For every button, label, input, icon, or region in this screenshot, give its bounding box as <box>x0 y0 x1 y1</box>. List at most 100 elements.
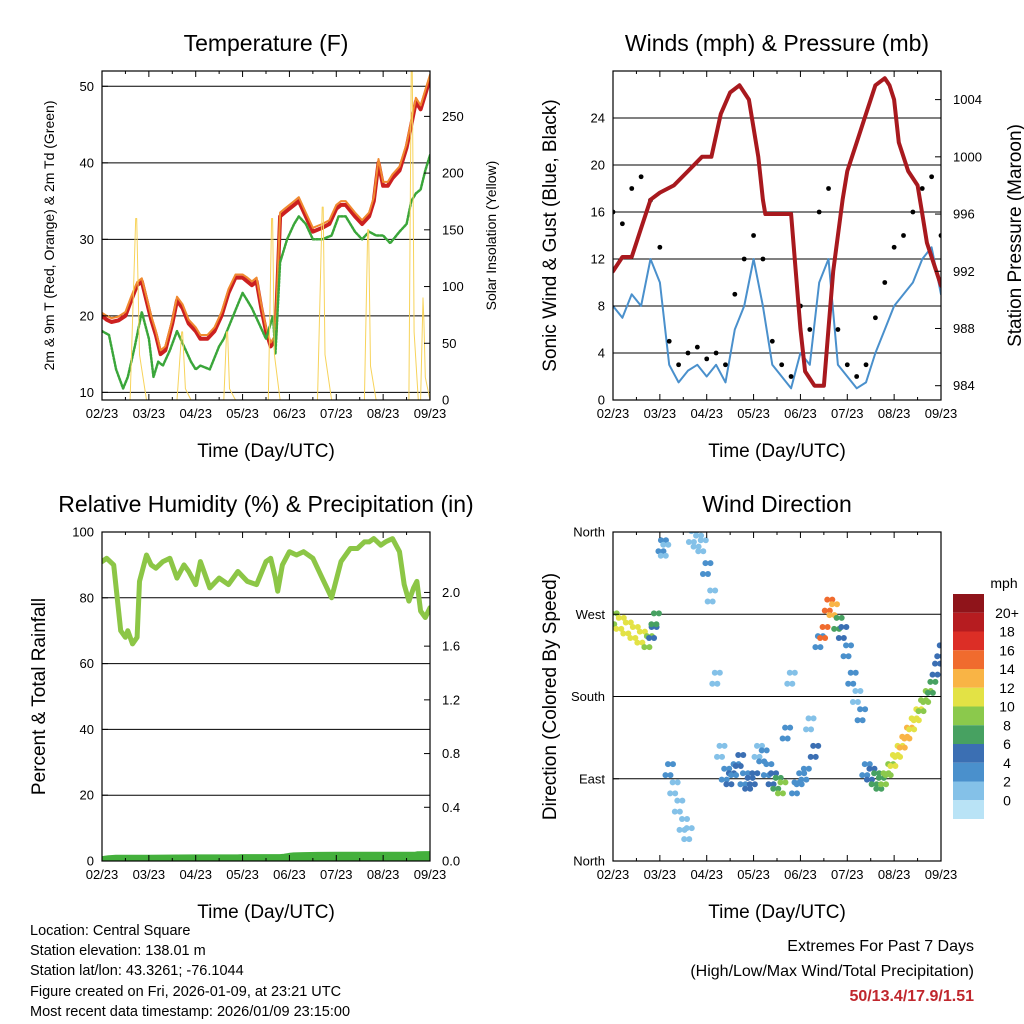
direction-point <box>789 680 796 687</box>
direction-point <box>812 753 819 760</box>
x-axis-label: Time (Day/UTC) <box>197 902 335 923</box>
direction-point <box>812 644 819 651</box>
y-axis-label: 2m & 9m T (Red, Orange) & 2m Td (Green) <box>41 101 57 371</box>
direction-point <box>901 744 908 751</box>
direction-point <box>627 635 634 642</box>
series-gust-point <box>694 344 700 350</box>
series-2m-td-line <box>102 153 430 390</box>
colorbar: mph 20+ 18 16 14 12 10 8 6 4 2 0 <box>953 575 1019 819</box>
y-right-tick-label: 200 <box>442 166 464 181</box>
direction-point <box>702 537 709 544</box>
x-tick-label: 04/23 <box>179 867 212 882</box>
direction-point <box>759 742 766 749</box>
plot-frame <box>612 70 942 401</box>
direction-point <box>615 614 622 621</box>
direction-point <box>679 797 686 804</box>
direction-point <box>826 612 833 619</box>
direction-point <box>817 644 824 651</box>
direction-point <box>746 781 753 788</box>
y-axis-label: Percent & Total Rainfall <box>29 598 50 795</box>
direction-point <box>747 785 754 792</box>
direction-point <box>651 635 658 642</box>
y-tick-label: 0 <box>598 393 605 408</box>
series-group <box>613 532 941 843</box>
direction-point <box>929 689 936 696</box>
direction-point <box>655 610 662 617</box>
direction-point <box>857 688 864 695</box>
direction-point <box>709 598 716 605</box>
y-tick-label: 80 <box>80 590 94 605</box>
direction-point <box>620 614 627 621</box>
direction-point <box>770 781 777 788</box>
direction-point <box>845 680 852 687</box>
direction-point <box>773 770 780 777</box>
direction-point <box>660 548 667 555</box>
colorbar-swatch <box>953 706 984 726</box>
y-tick-label: North <box>573 525 605 540</box>
series-gust-point <box>704 356 710 362</box>
x-tick-label: 05/23 <box>226 867 259 882</box>
y-axis-label: Direction (Colored By Speed) <box>540 573 561 820</box>
direction-point <box>690 539 697 546</box>
y-right-tick-label: 0.8 <box>442 746 460 761</box>
direction-point <box>871 770 878 777</box>
direction-point <box>920 708 927 715</box>
direction-point <box>672 790 679 797</box>
x-tick-label: 02/23 <box>86 867 119 882</box>
colorbar-label: 4 <box>1003 755 1011 771</box>
direction-point <box>805 715 812 722</box>
colorbar-swatch <box>953 744 984 763</box>
direction-point <box>711 669 718 676</box>
x-tick-label: 02/23 <box>86 406 119 421</box>
direction-point <box>718 776 725 783</box>
chart-title: Winds (mph) & Pressure (mb) <box>625 30 929 56</box>
direction-point <box>775 785 782 792</box>
direction-point <box>639 639 646 646</box>
direction-point <box>728 781 735 788</box>
direction-point <box>742 781 749 788</box>
x-tick-label: 07/23 <box>320 867 353 882</box>
series-gust-point <box>788 374 794 379</box>
direction-point <box>756 753 763 760</box>
direction-point <box>716 742 723 749</box>
direction-point <box>765 781 772 788</box>
series-station-pressure-line <box>613 76 941 388</box>
colorbar-swatch <box>953 687 984 707</box>
y-tick-label: 60 <box>80 656 94 671</box>
direction-point <box>655 548 662 555</box>
direction-point <box>627 619 634 626</box>
direction-point <box>674 797 681 804</box>
colorbar-swatch <box>953 781 984 801</box>
direction-point <box>892 753 899 760</box>
direction-point <box>669 779 676 786</box>
y-tick-label: 4 <box>598 346 605 361</box>
direction-point <box>758 747 765 754</box>
direction-point <box>862 706 869 713</box>
series-gust-point <box>769 338 775 344</box>
direction-point <box>849 698 856 705</box>
extremes-box: Extremes For Past 7 Days (High/Low/Max W… <box>690 934 974 1009</box>
direction-point <box>751 781 758 788</box>
series-gust-point <box>638 174 644 180</box>
x-tick-label: 07/23 <box>831 406 864 421</box>
direction-point <box>798 781 805 788</box>
direction-point <box>882 772 889 779</box>
y-axis-label: Sonic Wind & Gust (Blue, Black) <box>540 99 561 371</box>
direction-point <box>737 781 744 788</box>
direction-point <box>897 753 904 760</box>
direction-point <box>676 826 683 833</box>
y-tick-label: 12 <box>591 252 605 267</box>
station-elevation: Station elevation: 138.01 m <box>30 943 206 960</box>
y-right-axis-label: Station Pressure (Maroon) <box>1005 124 1024 347</box>
series-gust-point <box>873 315 878 321</box>
series-gust-point <box>826 186 831 191</box>
direction-point <box>634 639 641 646</box>
x-tick-label: 02/23 <box>597 867 630 882</box>
direction-point <box>878 781 885 788</box>
figure-created: Figure created on Fri, 2026-01-09, at 23… <box>30 983 342 1000</box>
direction-point <box>868 776 875 783</box>
direction-point <box>911 726 918 733</box>
series-gust-point <box>816 209 822 215</box>
series-gust-point <box>882 280 888 285</box>
direction-point <box>915 708 922 715</box>
